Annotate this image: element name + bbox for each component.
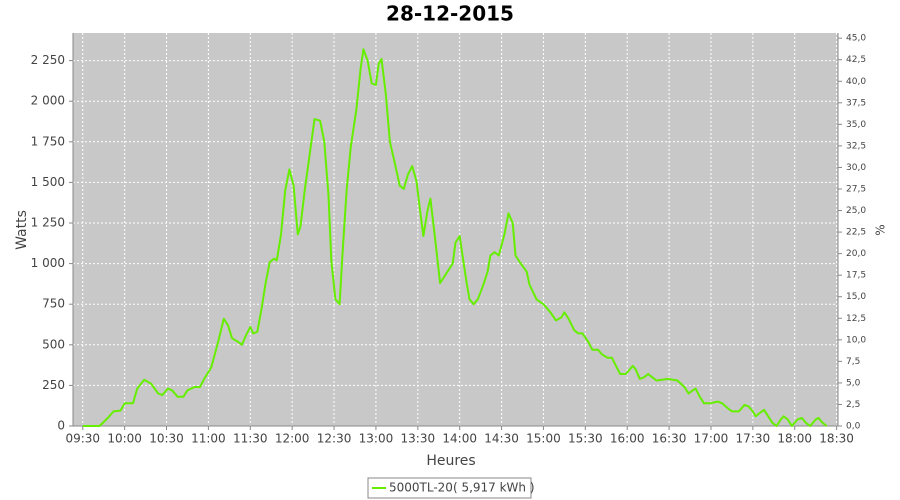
y-tick-label: 0 — [57, 419, 65, 433]
plot-area — [73, 33, 838, 426]
series-line — [82, 48, 828, 427]
y2-tick-label: 12,5 — [846, 314, 866, 324]
x-axis-label: Heures — [426, 453, 475, 469]
x-tick-label: 12:00 — [275, 432, 310, 446]
y2-tick-label: 2,5 — [846, 400, 860, 410]
x-tick-label: 17:00 — [694, 432, 729, 446]
x-tick-label: 16:30 — [652, 432, 687, 446]
x-tick-label: 14:00 — [442, 432, 477, 446]
y2-tick-label: 42,5 — [846, 55, 866, 65]
y2-tick-label: 15,0 — [846, 292, 866, 302]
x-tick-label: 15:00 — [526, 432, 561, 446]
y-tick-label: 500 — [42, 337, 65, 351]
x-tick-label: 11:00 — [191, 432, 226, 446]
y2-tick-label: 45,0 — [846, 34, 866, 44]
y2-tick-label: 35,0 — [846, 120, 866, 130]
y2-tick-label: 25,0 — [846, 206, 866, 216]
y2-tick-label: 40,0 — [846, 77, 866, 87]
y-tick-label: 1 250 — [31, 216, 65, 230]
y-tick-label: 2 250 — [31, 53, 65, 67]
x-tick-label: 13:00 — [359, 432, 394, 446]
legend-label: 5000TL-20( 5,917 kWh ) — [389, 481, 535, 495]
y2-tick-label: 10,0 — [846, 335, 866, 345]
y2-axis-label: % — [874, 224, 888, 235]
y2-tick-label: 20,0 — [846, 249, 866, 259]
x-tick-label: 17:30 — [736, 432, 771, 446]
x-tick-label: 12:30 — [317, 432, 352, 446]
y2-tick-label: 7,5 — [846, 357, 860, 367]
x-tick-label: 13:30 — [401, 432, 436, 446]
y2-tick-label: 27,5 — [846, 184, 866, 194]
x-tick-label: 11:30 — [233, 432, 268, 446]
x-tick-label: 10:30 — [149, 432, 184, 446]
x-tick-label: 09:30 — [65, 432, 100, 446]
y2-tick-label: 30,0 — [846, 163, 866, 173]
y2-tick-label: 37,5 — [846, 98, 866, 108]
chart-title: 28-12-2015 — [386, 2, 514, 26]
y-axis-label: Watts — [14, 210, 30, 250]
y-tick-label: 250 — [42, 378, 65, 392]
y-tick-label: 1 500 — [31, 175, 65, 189]
y-tick-label: 2 000 — [31, 94, 65, 108]
y2-tick-label: 32,5 — [846, 141, 866, 151]
x-tick-label: 18:30 — [819, 432, 854, 446]
y-tick-label: 1 750 — [31, 134, 65, 148]
y2-tick-label: 0,0 — [846, 422, 861, 432]
x-tick-label: 15:30 — [568, 432, 603, 446]
x-tick-label: 14:30 — [484, 432, 519, 446]
y-tick-label: 1 000 — [31, 256, 65, 270]
y2-tick-label: 17,5 — [846, 271, 866, 281]
x-tick-label: 16:00 — [610, 432, 645, 446]
y2-tick-label: 5,0 — [846, 378, 861, 388]
x-tick-label: 18:00 — [777, 432, 812, 446]
y-tick-label: 750 — [42, 297, 65, 311]
legend — [367, 477, 532, 499]
x-tick-label: 10:00 — [107, 432, 142, 446]
y2-tick-label: 22,5 — [846, 228, 866, 238]
